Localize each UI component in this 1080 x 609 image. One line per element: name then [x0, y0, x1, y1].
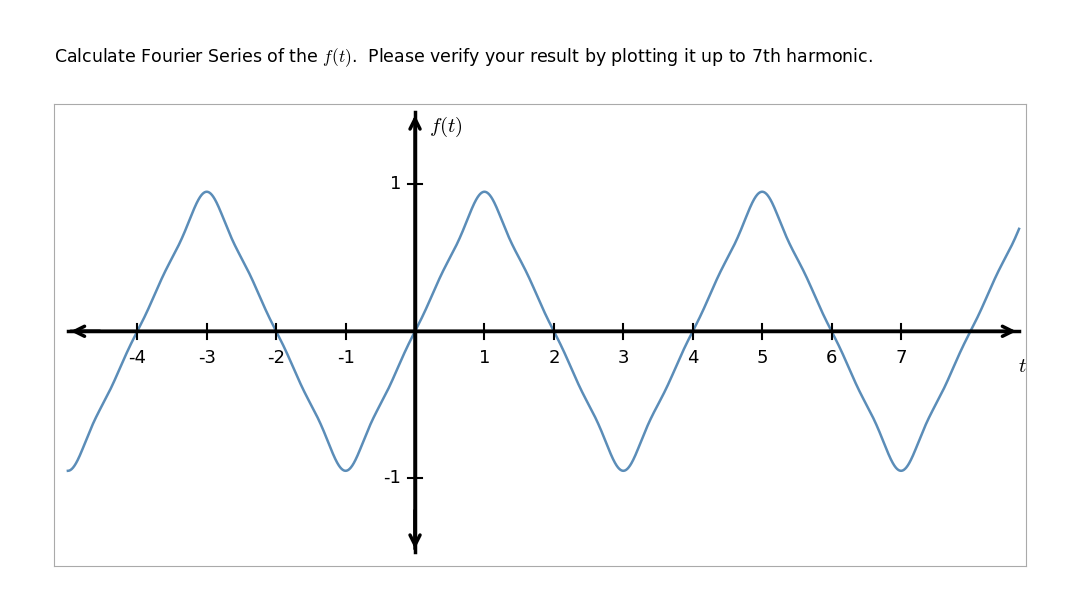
- Text: 5: 5: [756, 349, 768, 367]
- Text: Calculate Fourier Series of the $f(t)$.  Please verify your result by plotting i: Calculate Fourier Series of the $f(t)$. …: [54, 46, 873, 69]
- Text: 1: 1: [390, 175, 401, 193]
- Text: 7: 7: [895, 349, 907, 367]
- Text: 2: 2: [549, 349, 559, 367]
- Text: -1: -1: [337, 349, 354, 367]
- Text: -4: -4: [129, 349, 146, 367]
- Text: -3: -3: [198, 349, 216, 367]
- Text: 6: 6: [826, 349, 837, 367]
- Text: 4: 4: [687, 349, 699, 367]
- Text: $t$: $t$: [1018, 356, 1027, 376]
- Text: -2: -2: [267, 349, 285, 367]
- Text: -1: -1: [383, 469, 401, 487]
- Text: 1: 1: [478, 349, 490, 367]
- Text: 3: 3: [618, 349, 629, 367]
- Text: $f(t)$: $f(t)$: [429, 115, 462, 139]
